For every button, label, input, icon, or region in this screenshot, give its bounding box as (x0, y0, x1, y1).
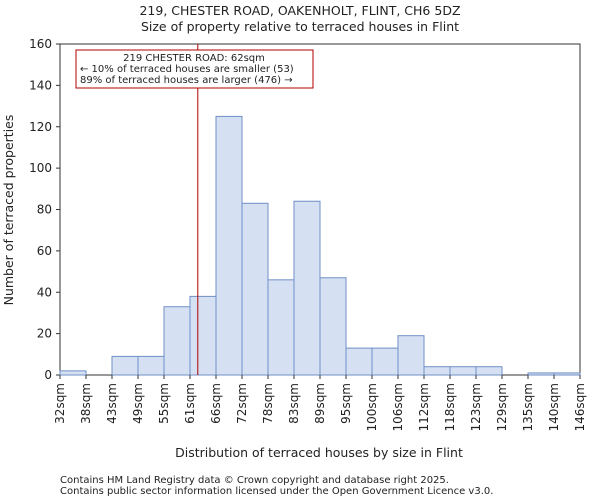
chart-subtitle: Size of property relative to terraced ho… (141, 19, 459, 34)
x-tick-label: 112sqm (417, 383, 431, 431)
plot-area: 0 20 40 60 80 100 120 140 160 32sqm 38sqm 43sqm 49sq… (29, 37, 587, 431)
histogram-bar (527, 372, 555, 376)
annotation-box (75, 49, 314, 89)
y-tick-label: 100 (29, 161, 52, 175)
annotation-line-3: 89% of terraced houses are larger (476) … (80, 75, 293, 86)
histogram-bar (397, 335, 425, 376)
histogram-bar (215, 115, 243, 376)
y-tick-label: 140 (29, 78, 52, 92)
x-tick-label: 129sqm (495, 383, 509, 431)
histogram-bar (319, 277, 347, 376)
footer-line-1: Contains HM Land Registry data © Crown c… (60, 475, 449, 486)
x-tick-label: 100sqm (365, 383, 379, 431)
x-tick-label: 118sqm (443, 383, 457, 431)
y-tick-label: 120 (29, 120, 52, 134)
histogram-bar (163, 306, 191, 376)
y-tick-label: 0 (44, 368, 52, 382)
histogram-bar (475, 366, 503, 376)
x-tick-label: 61sqm (183, 383, 197, 424)
x-tick-label: 72sqm (235, 383, 249, 424)
y-tick-label: 20 (37, 327, 52, 341)
x-tick-label: 89sqm (313, 383, 327, 424)
annotation-line-1: 219 CHESTER ROAD: 62sqm (123, 53, 265, 64)
x-tick-label: 49sqm (131, 383, 145, 424)
x-tick-label: 123sqm (469, 383, 483, 431)
x-tick-label: 66sqm (209, 383, 223, 424)
y-tick-label: 160 (29, 37, 52, 51)
y-tick-label: 60 (37, 244, 52, 258)
histogram-bar (241, 202, 269, 376)
histogram-bar (553, 372, 581, 376)
chart-title: 219, CHESTER ROAD, OAKENHOLT, FLINT, CH6… (139, 3, 460, 18)
x-tick-label: 140sqm (547, 383, 561, 431)
histogram-bar (267, 279, 295, 376)
footer-line-2: Contains public sector information licen… (60, 486, 493, 497)
annotation-line-2: ← 10% of terraced houses are smaller (53… (80, 64, 294, 75)
x-tick-label: 135sqm (521, 383, 535, 431)
y-tick-label: 40 (37, 285, 52, 299)
histogram-bar (449, 366, 477, 376)
x-tick-label: 106sqm (391, 383, 405, 431)
x-tick-label: 32sqm (53, 383, 67, 424)
histogram-bar (111, 355, 139, 376)
histogram-bar (423, 366, 451, 376)
x-tick-label: 95sqm (339, 383, 353, 424)
histogram-bar (345, 347, 373, 376)
x-axis-label: Distribution of terraced houses by size … (175, 445, 463, 460)
x-tick-label: 83sqm (287, 383, 301, 424)
histogram-bar (137, 355, 165, 376)
histogram-bar (59, 370, 87, 376)
x-tick-label: 146sqm (573, 383, 587, 431)
histogram-bar (371, 347, 399, 376)
y-tick-label: 80 (37, 203, 52, 217)
histogram-bar (189, 295, 217, 376)
x-tick-label: 55sqm (157, 383, 171, 424)
histogram-bar (293, 200, 321, 376)
y-axis-label: Number of terraced properties (1, 115, 16, 306)
x-tick-label: 38sqm (79, 383, 93, 424)
x-tick-label: 43sqm (105, 383, 119, 424)
x-tick-label: 78sqm (261, 383, 275, 424)
